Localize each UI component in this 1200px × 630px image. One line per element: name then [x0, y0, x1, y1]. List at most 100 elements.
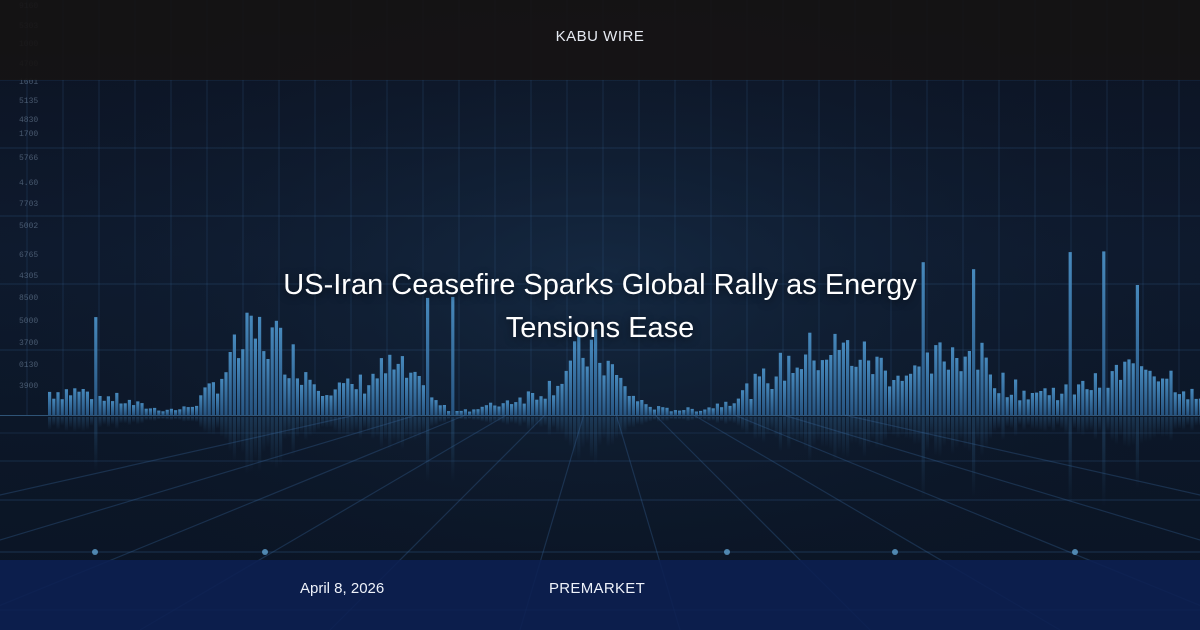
bar-reflection [90, 417, 94, 426]
bar-reflection [81, 417, 85, 432]
volume-bar [816, 370, 820, 415]
volume-bar [795, 367, 799, 415]
volume-bar [174, 410, 178, 415]
volume-bar [522, 403, 526, 415]
bar-reflection [190, 417, 194, 422]
volume-bar [140, 403, 144, 415]
bar-reflection [552, 417, 556, 428]
volume-bar [1026, 399, 1030, 415]
volume-bar [421, 385, 425, 415]
bar-reflection [1140, 417, 1144, 444]
volume-bar [346, 378, 350, 415]
volume-bar [1131, 363, 1135, 415]
volume-bar [1051, 387, 1055, 415]
bar-reflection [1131, 417, 1135, 446]
volume-bar [896, 375, 900, 415]
volume-bar [589, 339, 593, 415]
volume-bar [321, 396, 325, 415]
volume-bar [493, 405, 497, 415]
volume-bar [60, 399, 64, 415]
volume-bar [623, 386, 627, 415]
volume-bar [1106, 387, 1110, 415]
axis-label: 8500 [19, 294, 38, 303]
volume-bar [757, 376, 761, 415]
bar-reflection [1039, 417, 1043, 431]
bar-reflection [430, 417, 434, 427]
volume-bar [455, 411, 459, 415]
bar-reflection [279, 417, 283, 465]
bar-reflection [1169, 417, 1173, 442]
bar-reflection [1093, 417, 1097, 440]
volume-bar [728, 405, 732, 415]
axis-label: 3900 [19, 382, 38, 391]
bar-reflection [925, 417, 929, 452]
volume-bar [1140, 366, 1144, 415]
volume-bar [930, 373, 934, 415]
bar-reflection [535, 417, 539, 426]
volume-bar [312, 384, 316, 415]
volume-bar [501, 403, 505, 415]
volume-bar [573, 341, 577, 415]
volume-bar [69, 395, 73, 415]
volume-bar [833, 333, 837, 415]
volume-bar [673, 410, 677, 415]
volume-bar [283, 374, 287, 415]
volume-bar [1182, 391, 1186, 415]
volume-bar [1056, 400, 1060, 415]
bar-reflection [812, 417, 816, 447]
volume-bar [90, 399, 94, 415]
bar-reflection [1022, 417, 1026, 431]
bar-reflection [161, 417, 165, 419]
volume-bar [753, 373, 757, 415]
volume-bar [669, 411, 673, 415]
bar-reflection [1173, 417, 1177, 430]
bar-reflection [837, 417, 841, 453]
volume-bar [371, 373, 375, 415]
bar-reflection [673, 417, 677, 420]
bar-reflection [207, 417, 211, 435]
volume-bar [119, 403, 123, 415]
bar-reflection [1106, 417, 1110, 432]
bar-reflection [757, 417, 761, 439]
volume-bar [1127, 359, 1131, 415]
volume-bar [694, 411, 698, 415]
volume-bar [602, 375, 606, 415]
volume-bar [203, 387, 207, 415]
bar-reflection [1035, 417, 1039, 430]
axis-label: 5002 [19, 222, 38, 231]
volume-bar [1022, 390, 1026, 415]
volume-bar [539, 396, 543, 415]
bar-reflection [434, 417, 438, 426]
bar-reflection [1190, 417, 1194, 432]
floor-line [0, 414, 417, 541]
bar-reflection [140, 417, 144, 424]
bar-reflection [652, 417, 656, 420]
volume-bar [841, 342, 845, 415]
bar-reflection [669, 417, 673, 419]
bar-reflection [1077, 417, 1081, 434]
volume-bar [300, 384, 304, 415]
bar-reflection [795, 417, 799, 443]
bar-reflection [1161, 417, 1165, 438]
volume-bar [241, 349, 245, 415]
volume-bar [287, 378, 291, 415]
bar-reflection [127, 417, 131, 426]
volume-bar [405, 377, 409, 415]
volume-bar [854, 366, 858, 415]
volume-bar [774, 376, 778, 415]
volume-bar [988, 374, 992, 415]
volume-bar [85, 391, 89, 415]
volume-bar [552, 395, 556, 415]
bar-reflection [111, 417, 115, 425]
grid-horizontal-lines [0, 79, 1200, 351]
bar-reflection [997, 417, 1001, 429]
bar-reflection [211, 417, 215, 435]
volume-bar [459, 410, 463, 415]
bar-reflection [316, 417, 320, 431]
volume-bar [984, 357, 988, 415]
bar-reflection [728, 417, 732, 422]
bar-reflection [396, 417, 400, 446]
bar-reflection [585, 417, 589, 444]
volume-bar [703, 409, 707, 415]
bar-reflection [993, 417, 997, 432]
